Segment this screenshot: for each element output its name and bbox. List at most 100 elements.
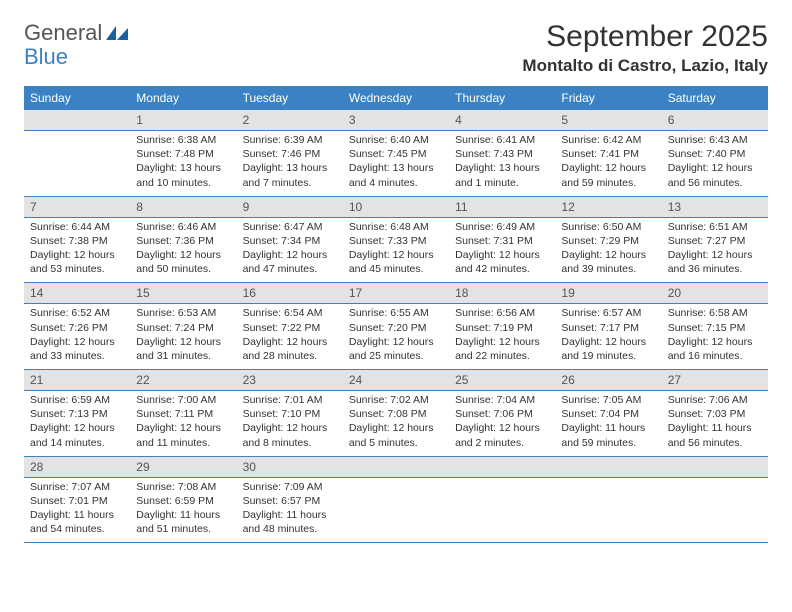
day-number: 5 bbox=[555, 110, 661, 131]
sunrise-text: Sunrise: 6:41 AM bbox=[455, 133, 549, 147]
sunset-text: Sunset: 7:15 PM bbox=[668, 321, 762, 335]
logo-line2: Blue bbox=[24, 44, 68, 70]
daylight-text: Daylight: 12 hours and 33 minutes. bbox=[30, 335, 124, 363]
sunrise-text: Sunrise: 6:44 AM bbox=[30, 220, 124, 234]
day-number: 4 bbox=[449, 110, 555, 131]
daylight-text: Daylight: 11 hours and 48 minutes. bbox=[243, 508, 337, 536]
day-number: 12 bbox=[555, 196, 661, 217]
day-number-row: 282930 bbox=[24, 456, 768, 477]
sunrise-text: Sunrise: 7:00 AM bbox=[136, 393, 230, 407]
sunset-text: Sunset: 7:34 PM bbox=[243, 234, 337, 248]
day-number: 1 bbox=[130, 110, 236, 131]
sunrise-text: Sunrise: 6:40 AM bbox=[349, 133, 443, 147]
day-number: 7 bbox=[24, 196, 130, 217]
sunset-text: Sunset: 7:01 PM bbox=[30, 494, 124, 508]
daylight-text: Daylight: 12 hours and 31 minutes. bbox=[136, 335, 230, 363]
day-cell: Sunrise: 6:52 AMSunset: 7:26 PMDaylight:… bbox=[24, 304, 130, 370]
logo-sail-icon bbox=[106, 26, 128, 40]
day-cell: Sunrise: 7:02 AMSunset: 7:08 PMDaylight:… bbox=[343, 391, 449, 457]
day-cell: Sunrise: 6:55 AMSunset: 7:20 PMDaylight:… bbox=[343, 304, 449, 370]
day-cell: Sunrise: 6:56 AMSunset: 7:19 PMDaylight:… bbox=[449, 304, 555, 370]
sunset-text: Sunset: 6:57 PM bbox=[243, 494, 337, 508]
daylight-text: Daylight: 12 hours and 53 minutes. bbox=[30, 248, 124, 276]
title-block: September 2025 Montalto di Castro, Lazio… bbox=[522, 20, 768, 76]
day-cell: Sunrise: 6:54 AMSunset: 7:22 PMDaylight:… bbox=[237, 304, 343, 370]
day-number: 14 bbox=[24, 283, 130, 304]
sunset-text: Sunset: 7:24 PM bbox=[136, 321, 230, 335]
day-cell bbox=[555, 477, 661, 543]
sunset-text: Sunset: 7:48 PM bbox=[136, 147, 230, 161]
calendar-table: Sunday Monday Tuesday Wednesday Thursday… bbox=[24, 86, 768, 543]
day-content-row: Sunrise: 6:38 AMSunset: 7:48 PMDaylight:… bbox=[24, 131, 768, 197]
sunrise-text: Sunrise: 6:42 AM bbox=[561, 133, 655, 147]
sunset-text: Sunset: 7:41 PM bbox=[561, 147, 655, 161]
sunrise-text: Sunrise: 6:52 AM bbox=[30, 306, 124, 320]
day-cell bbox=[662, 477, 768, 543]
day-number: 17 bbox=[343, 283, 449, 304]
sunset-text: Sunset: 7:31 PM bbox=[455, 234, 549, 248]
location-subtitle: Montalto di Castro, Lazio, Italy bbox=[522, 56, 768, 76]
sunrise-text: Sunrise: 6:49 AM bbox=[455, 220, 549, 234]
day-cell bbox=[449, 477, 555, 543]
day-content-row: Sunrise: 6:52 AMSunset: 7:26 PMDaylight:… bbox=[24, 304, 768, 370]
day-number-row: 21222324252627 bbox=[24, 370, 768, 391]
day-number: 21 bbox=[24, 370, 130, 391]
day-cell: Sunrise: 6:39 AMSunset: 7:46 PMDaylight:… bbox=[237, 131, 343, 197]
sunset-text: Sunset: 7:36 PM bbox=[136, 234, 230, 248]
day-cell: Sunrise: 6:46 AMSunset: 7:36 PMDaylight:… bbox=[130, 217, 236, 283]
day-cell: Sunrise: 6:41 AMSunset: 7:43 PMDaylight:… bbox=[449, 131, 555, 197]
sunrise-text: Sunrise: 7:04 AM bbox=[455, 393, 549, 407]
day-cell: Sunrise: 7:07 AMSunset: 7:01 PMDaylight:… bbox=[24, 477, 130, 543]
daylight-text: Daylight: 12 hours and 22 minutes. bbox=[455, 335, 549, 363]
sunrise-text: Sunrise: 6:57 AM bbox=[561, 306, 655, 320]
day-content-row: Sunrise: 6:44 AMSunset: 7:38 PMDaylight:… bbox=[24, 217, 768, 283]
daylight-text: Daylight: 12 hours and 56 minutes. bbox=[668, 161, 762, 189]
day-cell: Sunrise: 7:08 AMSunset: 6:59 PMDaylight:… bbox=[130, 477, 236, 543]
sunset-text: Sunset: 7:26 PM bbox=[30, 321, 124, 335]
logo: General bbox=[24, 20, 130, 46]
sunrise-text: Sunrise: 7:01 AM bbox=[243, 393, 337, 407]
sunset-text: Sunset: 7:06 PM bbox=[455, 407, 549, 421]
daylight-text: Daylight: 13 hours and 1 minute. bbox=[455, 161, 549, 189]
day-cell: Sunrise: 7:09 AMSunset: 6:57 PMDaylight:… bbox=[237, 477, 343, 543]
day-number: 28 bbox=[24, 456, 130, 477]
day-number bbox=[343, 456, 449, 477]
sunrise-text: Sunrise: 6:39 AM bbox=[243, 133, 337, 147]
sunrise-text: Sunrise: 6:55 AM bbox=[349, 306, 443, 320]
day-cell: Sunrise: 6:42 AMSunset: 7:41 PMDaylight:… bbox=[555, 131, 661, 197]
day-cell: Sunrise: 6:53 AMSunset: 7:24 PMDaylight:… bbox=[130, 304, 236, 370]
sunset-text: Sunset: 7:43 PM bbox=[455, 147, 549, 161]
day-number: 6 bbox=[662, 110, 768, 131]
sunset-text: Sunset: 7:19 PM bbox=[455, 321, 549, 335]
day-number: 20 bbox=[662, 283, 768, 304]
sunrise-text: Sunrise: 6:53 AM bbox=[136, 306, 230, 320]
sunset-text: Sunset: 7:17 PM bbox=[561, 321, 655, 335]
sunset-text: Sunset: 7:04 PM bbox=[561, 407, 655, 421]
day-cell: Sunrise: 7:00 AMSunset: 7:11 PMDaylight:… bbox=[130, 391, 236, 457]
month-title: September 2025 bbox=[522, 20, 768, 54]
day-cell: Sunrise: 6:48 AMSunset: 7:33 PMDaylight:… bbox=[343, 217, 449, 283]
day-cell: Sunrise: 6:38 AMSunset: 7:48 PMDaylight:… bbox=[130, 131, 236, 197]
weekday-header: Wednesday bbox=[343, 86, 449, 110]
day-number bbox=[449, 456, 555, 477]
sunrise-text: Sunrise: 6:56 AM bbox=[455, 306, 549, 320]
weekday-header: Saturday bbox=[662, 86, 768, 110]
weekday-header: Thursday bbox=[449, 86, 555, 110]
sunrise-text: Sunrise: 7:02 AM bbox=[349, 393, 443, 407]
daylight-text: Daylight: 11 hours and 56 minutes. bbox=[668, 421, 762, 449]
day-number-row: 123456 bbox=[24, 110, 768, 131]
day-cell: Sunrise: 6:57 AMSunset: 7:17 PMDaylight:… bbox=[555, 304, 661, 370]
day-number-row: 14151617181920 bbox=[24, 283, 768, 304]
day-cell: Sunrise: 6:40 AMSunset: 7:45 PMDaylight:… bbox=[343, 131, 449, 197]
day-content-row: Sunrise: 6:59 AMSunset: 7:13 PMDaylight:… bbox=[24, 391, 768, 457]
day-number: 27 bbox=[662, 370, 768, 391]
daylight-text: Daylight: 11 hours and 54 minutes. bbox=[30, 508, 124, 536]
sunset-text: Sunset: 7:38 PM bbox=[30, 234, 124, 248]
day-number-row: 78910111213 bbox=[24, 196, 768, 217]
sunset-text: Sunset: 7:40 PM bbox=[668, 147, 762, 161]
sunset-text: Sunset: 7:29 PM bbox=[561, 234, 655, 248]
day-number: 23 bbox=[237, 370, 343, 391]
day-cell: Sunrise: 6:50 AMSunset: 7:29 PMDaylight:… bbox=[555, 217, 661, 283]
daylight-text: Daylight: 12 hours and 42 minutes. bbox=[455, 248, 549, 276]
sunset-text: Sunset: 6:59 PM bbox=[136, 494, 230, 508]
